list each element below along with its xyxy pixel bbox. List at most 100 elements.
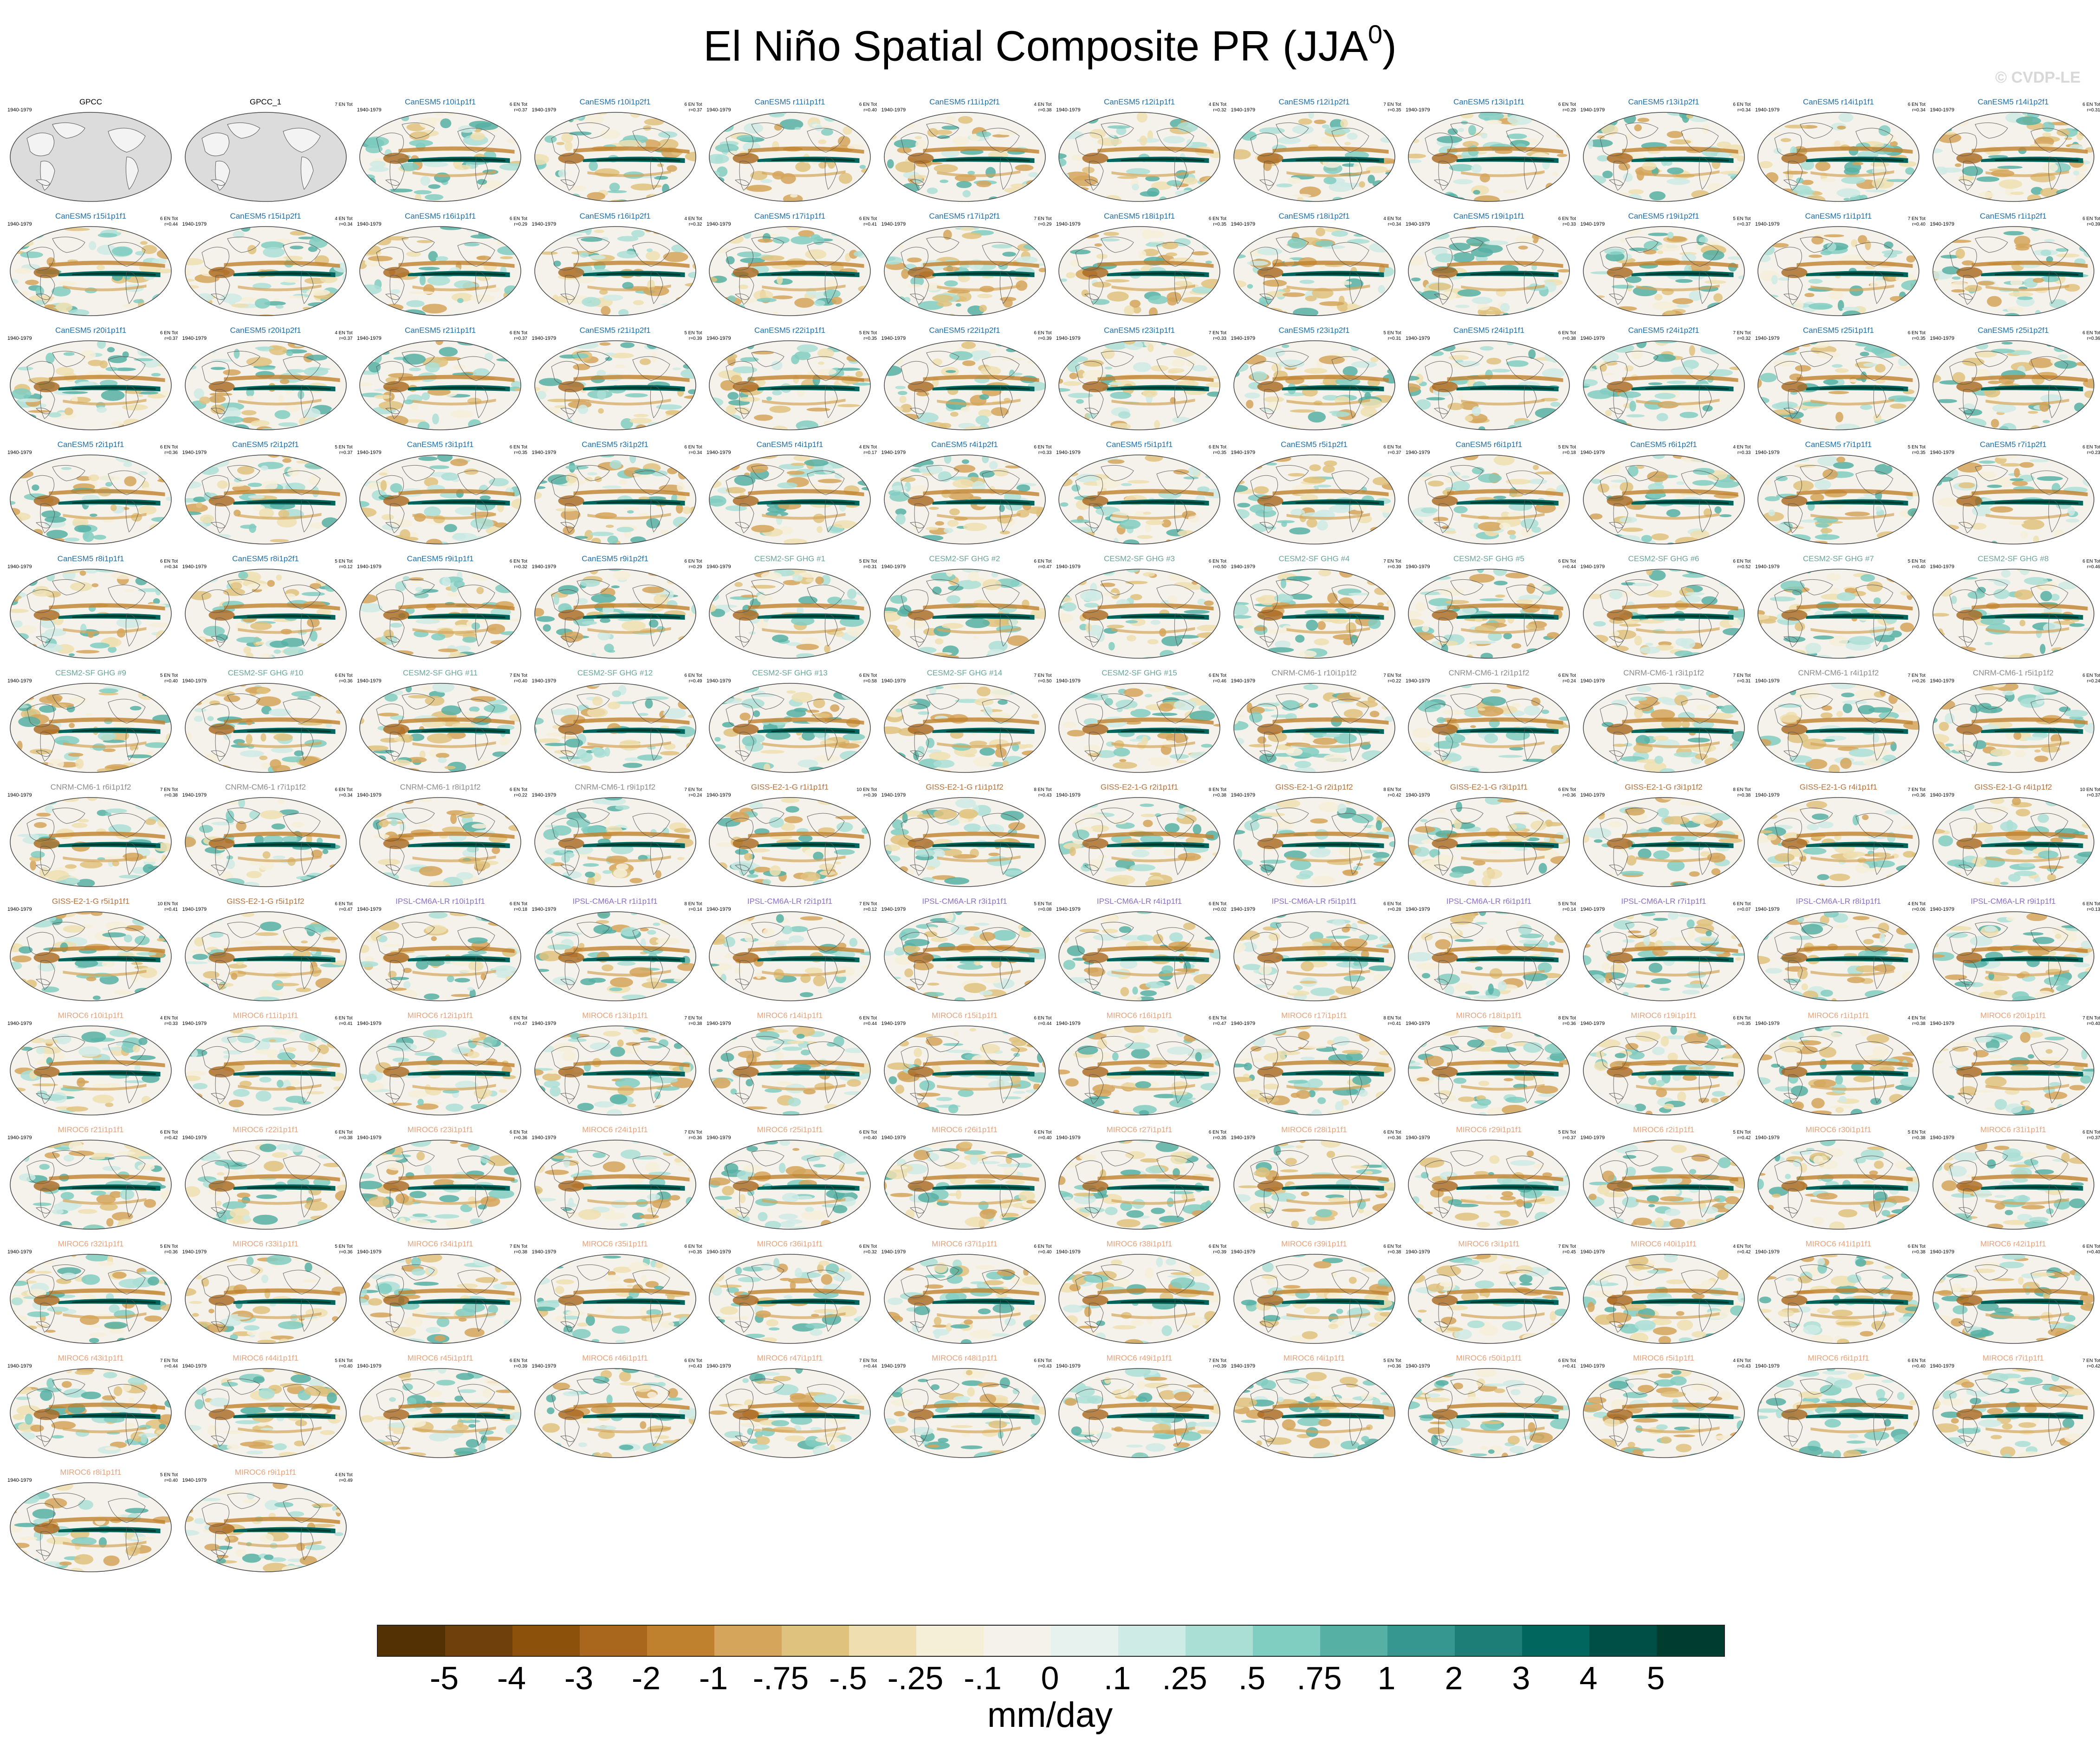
anomaly-blob (155, 573, 171, 578)
coastline (1608, 179, 1624, 186)
coastline (1949, 246, 1977, 271)
anomaly-blob (470, 283, 480, 287)
anomaly-blob (1071, 484, 1081, 492)
anomaly-blob (1873, 311, 1887, 316)
anomaly-blob (1610, 251, 1622, 255)
anomaly-blob (805, 578, 814, 583)
equatorial-core (72, 272, 156, 276)
anomaly-blob (1385, 533, 1395, 543)
anomaly-blob (798, 230, 815, 238)
anomaly-blob (1434, 227, 1444, 229)
panel-title: CanESM5 r21i1p2f1 (579, 326, 651, 335)
anomaly-blob (1426, 397, 1445, 401)
anomaly-blob (1935, 114, 1957, 120)
anomaly-blob (93, 534, 106, 540)
anomaly-blob (438, 648, 458, 652)
anomaly-blob (370, 234, 380, 244)
anomaly-blob (1085, 623, 1092, 632)
anomaly-blob (330, 341, 338, 347)
anomaly-blob (1543, 654, 1557, 658)
dry-band-north (923, 146, 1039, 154)
anomaly-blob (804, 459, 829, 467)
anomaly-blob (55, 367, 74, 376)
anomaly-blob (900, 477, 915, 482)
anomaly-blob (318, 304, 336, 313)
anomaly-blob (1200, 583, 1220, 594)
anomaly-blob (889, 595, 907, 604)
coastline (726, 246, 754, 271)
anomaly-blob (1059, 378, 1063, 384)
anomaly-blob (1205, 120, 1220, 129)
coastline (475, 385, 488, 418)
anomaly-blob (10, 344, 19, 347)
anomaly-blob (1174, 190, 1195, 196)
anomaly-blob (454, 280, 475, 289)
anomaly-blob (1418, 653, 1438, 656)
anomaly-blob (417, 422, 430, 430)
anomaly-blob (2016, 296, 2033, 300)
anomaly-blob (1882, 112, 1903, 116)
anomaly-blob (1698, 175, 1709, 182)
anomaly-blob (2008, 520, 2024, 525)
anomaly-blob (557, 233, 582, 237)
anomaly-blob (1432, 517, 1449, 522)
anomaly-blob (723, 531, 734, 538)
anomaly-blob (1253, 626, 1266, 631)
anomaly-blob (682, 506, 691, 514)
equatorial-core (771, 272, 855, 276)
anomaly-blob (1060, 502, 1069, 507)
anomaly-blob (1708, 369, 1733, 376)
anomaly-blob (1102, 348, 1115, 359)
anomaly-blob (852, 529, 863, 536)
coastline (376, 132, 404, 156)
anomaly-blob (388, 373, 414, 378)
anomaly-blob (2008, 292, 2033, 297)
anomaly-blob (1621, 527, 1643, 532)
anomaly-blob (323, 309, 341, 314)
coastline (210, 293, 226, 300)
anomaly-blob (862, 569, 870, 572)
anomaly-blob (1344, 142, 1351, 145)
anomaly-blob (1816, 351, 1841, 359)
coastline (300, 385, 314, 418)
coastline (1774, 246, 1802, 271)
anomaly-blob (1320, 136, 1338, 144)
west-pacific-dry (1607, 153, 1633, 164)
west-pacific-dry (1257, 495, 1283, 506)
coastline (376, 361, 404, 385)
anomaly-blob (1372, 537, 1395, 544)
map-border (359, 340, 521, 430)
coastline (1101, 122, 1134, 139)
anomaly-blob (1059, 423, 1075, 430)
panel-title: CanESM5 r1i1p1f1 (1805, 212, 1872, 220)
anomaly-blob (309, 237, 328, 248)
coastline (282, 128, 321, 153)
anomaly-blob (600, 306, 610, 316)
anomaly-blob (1380, 116, 1395, 126)
anomaly-blob (1848, 636, 1874, 645)
anomaly-blob (846, 341, 869, 346)
anomaly-blob (2081, 112, 2088, 113)
anomaly-blob (1470, 533, 1476, 537)
anomaly-blob (123, 462, 132, 467)
anomaly-blob (1248, 455, 1257, 458)
anomaly-blob (914, 136, 922, 139)
anomaly-blob (1059, 522, 1066, 528)
anomaly-blob (709, 478, 717, 483)
anomaly-blob (247, 495, 265, 499)
panel-title: CanESM5 r15i1p1f1 (55, 212, 127, 220)
anomaly-blob (1769, 597, 1796, 602)
anomaly-blob (1764, 124, 1778, 129)
anomaly-blob (361, 416, 367, 427)
anomaly-blob (746, 341, 755, 350)
anomaly-blob (1689, 345, 1695, 356)
panel-title: CanESM5 r9i1p1f1 (407, 554, 474, 563)
dry-band-south (762, 285, 846, 292)
anomaly-blob (682, 426, 696, 430)
anomaly-blob (1258, 308, 1283, 316)
anomaly-blob (158, 298, 169, 303)
anomaly-blob (1063, 381, 1082, 386)
anomaly-blob (138, 228, 156, 237)
anomaly-blob (1897, 113, 1914, 123)
anomaly-blob (1877, 227, 1886, 231)
